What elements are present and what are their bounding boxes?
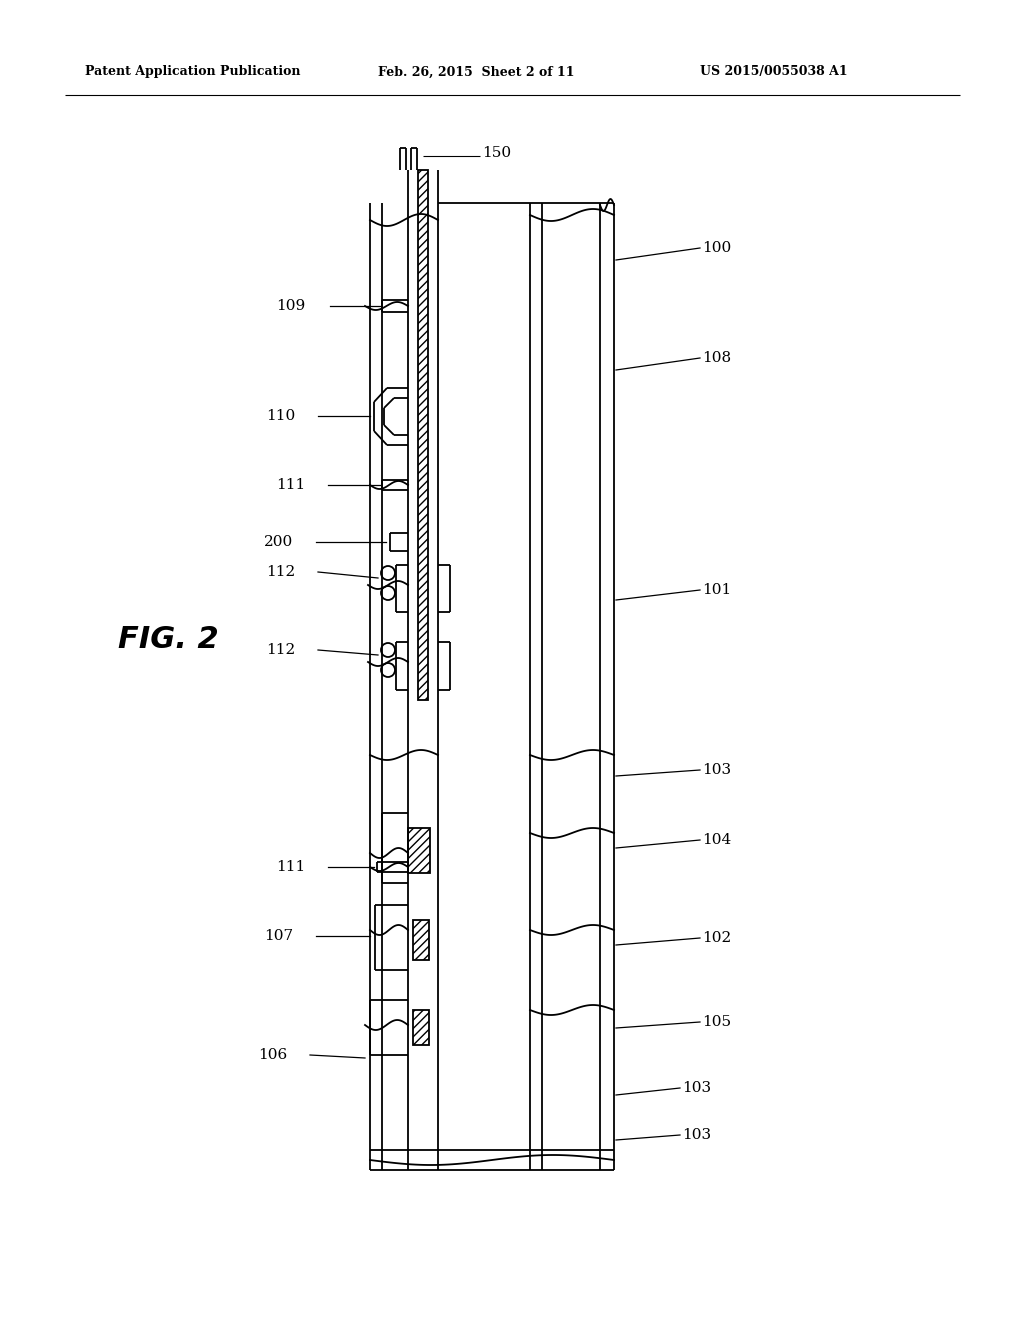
Text: Feb. 26, 2015  Sheet 2 of 11: Feb. 26, 2015 Sheet 2 of 11 — [378, 66, 574, 78]
Text: 104: 104 — [702, 833, 731, 847]
Text: 111: 111 — [275, 861, 305, 874]
Text: 109: 109 — [275, 300, 305, 313]
Text: 103: 103 — [682, 1081, 711, 1096]
Text: 106: 106 — [258, 1048, 287, 1063]
Text: Patent Application Publication: Patent Application Publication — [85, 66, 300, 78]
Text: 105: 105 — [702, 1015, 731, 1030]
Polygon shape — [413, 920, 429, 960]
Text: 150: 150 — [482, 147, 511, 160]
Text: 103: 103 — [682, 1129, 711, 1142]
Text: 112: 112 — [266, 565, 295, 579]
Text: 110: 110 — [266, 409, 295, 422]
Text: 112: 112 — [266, 643, 295, 657]
Text: 101: 101 — [702, 583, 731, 597]
Polygon shape — [408, 828, 430, 873]
Text: 107: 107 — [264, 929, 293, 942]
Text: 200: 200 — [264, 535, 293, 549]
Text: FIG. 2: FIG. 2 — [118, 626, 218, 655]
Text: 108: 108 — [702, 351, 731, 366]
Text: 103: 103 — [702, 763, 731, 777]
Text: US 2015/0055038 A1: US 2015/0055038 A1 — [700, 66, 848, 78]
Text: 111: 111 — [275, 478, 305, 492]
Text: 102: 102 — [702, 931, 731, 945]
Polygon shape — [418, 170, 428, 700]
Polygon shape — [413, 1010, 429, 1045]
Text: 100: 100 — [702, 242, 731, 255]
